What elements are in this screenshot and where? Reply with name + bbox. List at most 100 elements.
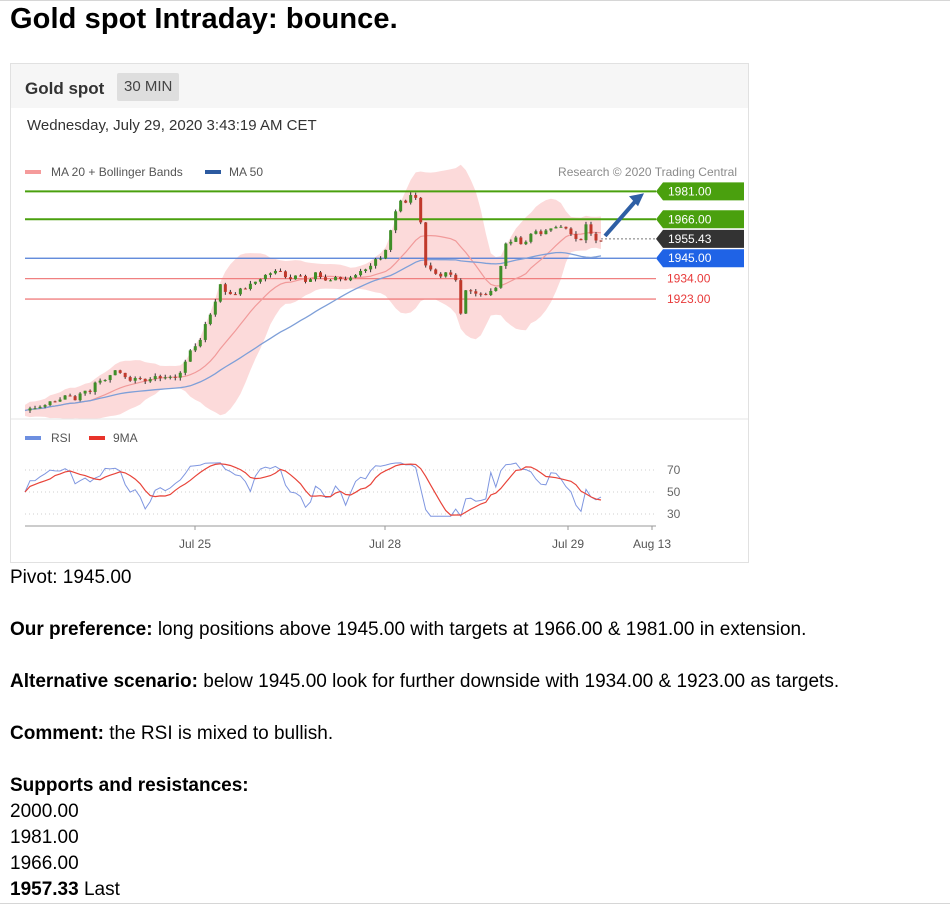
candle-body	[98, 380, 102, 383]
candle-body	[539, 231, 543, 235]
candle-body	[399, 200, 403, 212]
candle-body	[193, 346, 197, 351]
candle-body	[123, 372, 127, 378]
candle-body	[409, 195, 413, 203]
legend-rsi-label: RSI	[51, 431, 71, 445]
pivot-text: Pivot: 1945.00	[10, 567, 132, 588]
candle-body	[474, 291, 478, 294]
sr-value: 1966.00	[10, 853, 79, 874]
alternative-text: below 1945.00 look for further downside …	[197, 671, 840, 692]
candle-body	[439, 273, 443, 277]
candle-body	[444, 272, 448, 277]
rsi-pane: 30 50 70	[24, 462, 681, 521]
candle-body	[519, 237, 523, 245]
candle-body	[599, 240, 603, 242]
last-label: Last	[78, 879, 120, 900]
candle-body	[389, 230, 393, 250]
candle-body	[113, 370, 117, 376]
candle-body	[73, 396, 77, 401]
candle-body	[469, 290, 473, 292]
candle-body	[314, 272, 318, 280]
candle-body	[128, 377, 132, 381]
rsi-tick-label: 70	[667, 463, 681, 477]
candle-body	[278, 270, 282, 272]
candle-body	[454, 274, 458, 281]
x-tick-label: Aug 13	[633, 537, 671, 551]
candle-body	[118, 370, 122, 373]
candle-body	[218, 284, 222, 302]
candle-body	[449, 272, 453, 275]
price-chart: MA 20 + Bollinger Bands MA 50 Research ©…	[11, 164, 748, 551]
rsi-tick-label: 50	[667, 485, 681, 499]
candle-body	[564, 226, 568, 229]
candle-body	[58, 399, 62, 402]
rsi-line	[24, 462, 602, 518]
headline: Gold spot Intraday: bounce.	[10, 3, 398, 35]
alternative-label: Alternative scenario:	[10, 671, 198, 692]
candles	[28, 192, 644, 413]
candle-body	[173, 376, 177, 378]
candle-body	[243, 288, 247, 290]
candle-body	[28, 408, 32, 411]
candle-body	[369, 265, 373, 270]
candle-body	[524, 241, 528, 245]
preference-text: long positions above 1945.00 with target…	[152, 619, 807, 640]
bollinger-bands	[25, 164, 601, 419]
candle-body	[319, 272, 323, 278]
timeframe-badge[interactable]: 30 MIN	[117, 73, 180, 101]
candle-body	[529, 233, 533, 242]
candle-body	[534, 231, 538, 234]
level-tag-text: 1923.00	[667, 292, 711, 306]
candle-body	[198, 339, 202, 347]
candle-body	[63, 395, 67, 400]
candle-body	[33, 408, 37, 410]
level-tag-box	[656, 182, 744, 201]
candle-body	[364, 269, 368, 272]
level-tag-text: 1981.00	[668, 184, 712, 198]
chart-header: Gold spot 30 MIN	[11, 64, 748, 108]
candle-body	[38, 406, 42, 409]
arrow-head	[629, 193, 644, 207]
candle-body	[344, 279, 348, 281]
bullish-arrow	[603, 196, 640, 238]
comment-text: the RSI is mixed to bullish.	[103, 723, 334, 744]
candle-body	[233, 294, 237, 296]
candle-body	[228, 291, 232, 295]
candle-body	[434, 269, 438, 274]
candle-body	[429, 265, 433, 270]
legend-top: MA 20 + Bollinger Bands MA 50 Research ©…	[25, 165, 737, 179]
chart-datetime: Wednesday, July 29, 2020 3:43:19 AM CET	[27, 117, 317, 134]
legend-ma20-swatch	[25, 170, 41, 174]
candle-body	[424, 222, 428, 266]
candle-body	[324, 277, 328, 281]
candle-body	[213, 301, 217, 315]
candle-body	[103, 380, 107, 382]
legend-ma50-label: MA 50	[229, 165, 263, 179]
candle-body	[559, 226, 563, 228]
legend-ma20-label: MA 20 + Bollinger Bands	[51, 165, 183, 179]
candle-body	[459, 280, 463, 314]
candle-body	[283, 271, 287, 278]
legend-rsi-swatch	[25, 436, 41, 440]
candle-body	[253, 281, 257, 284]
candle-body	[479, 293, 483, 295]
candle-body	[183, 361, 187, 373]
legend-ma50-swatch	[205, 170, 221, 174]
level-tag-text: 1955.43	[668, 232, 712, 246]
alternative-paragraph: Alternative scenario: below 1945.00 look…	[10, 669, 839, 695]
candle-body	[78, 393, 82, 401]
candle-body	[238, 288, 242, 295]
candle-body	[579, 238, 583, 241]
preference-paragraph: Our preference: long positions above 194…	[10, 617, 806, 643]
candle-body	[514, 237, 518, 242]
candle-body	[303, 275, 307, 282]
candle-body	[168, 376, 172, 378]
candle-body	[589, 224, 593, 234]
preference-label: Our preference:	[10, 619, 153, 640]
comment-paragraph: Comment: the RSI is mixed to bullish.	[10, 721, 333, 747]
candle-body	[484, 294, 488, 296]
level-tag-box	[656, 249, 744, 268]
sr-label: Supports and resistances:	[10, 775, 249, 796]
candle-body	[208, 314, 212, 325]
